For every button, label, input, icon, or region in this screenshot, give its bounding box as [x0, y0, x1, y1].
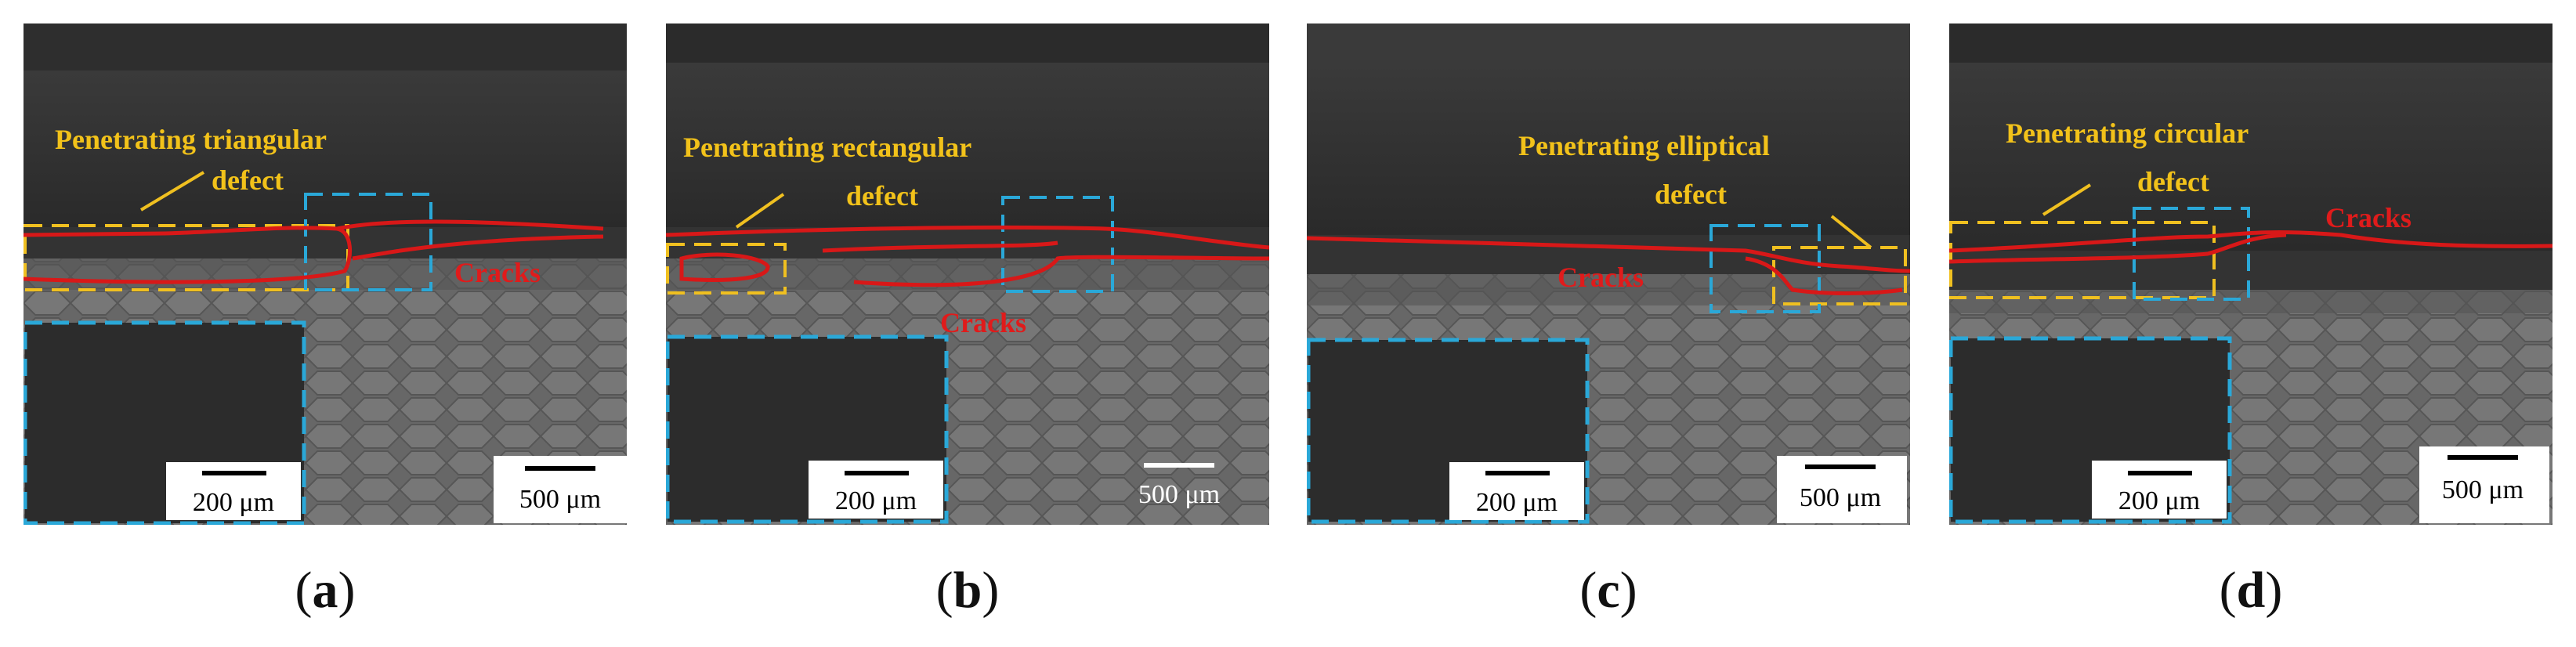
arrow-icon: [735, 193, 785, 229]
defect-label-line2: defect: [212, 164, 284, 196]
defect-label-line1: Penetrating triangular: [55, 124, 327, 155]
panel-c: Penetrating elliptical defect Cracks 200…: [1307, 23, 1910, 525]
inset-box: [666, 334, 949, 524]
caption-c: (c): [1579, 562, 1637, 619]
inset-scale-label: 200 μm: [2118, 486, 2200, 515]
arrow-icon: [139, 171, 205, 211]
inset-scale-label: 200 μm: [193, 488, 274, 517]
main-scale-label: 500 μm: [2442, 475, 2524, 504]
defect-box: [666, 243, 787, 295]
cracks-label: Cracks: [2325, 202, 2411, 233]
inset-box: [1949, 336, 2232, 524]
panel-a: Penetrating triangular defect Cracks 200…: [24, 23, 627, 525]
defect-box: [1772, 246, 1907, 305]
crack-line: [24, 226, 353, 284]
defect-label-line1: Penetrating circular: [2006, 117, 2249, 149]
panel-d: Penetrating circular defect Cracks 200 μ…: [1949, 23, 2552, 525]
caption-d: (d): [2219, 562, 2283, 619]
caption-b: (b): [935, 562, 1000, 619]
inset-scale-box: [2092, 461, 2227, 519]
inset-box: [1307, 338, 1590, 524]
cracks-label: Cracks: [940, 307, 1026, 338]
zoom-region-box: [304, 193, 432, 291]
cracks-label: Cracks: [454, 257, 541, 288]
arrow-icon: [2042, 183, 2092, 216]
main-scale-label: 500 μm: [519, 485, 601, 514]
inset-box: [24, 320, 306, 525]
cracks-label: Cracks: [1558, 262, 1644, 293]
caption-a: (a): [295, 562, 356, 619]
zoom-region-box: [2133, 207, 2250, 301]
inset-scale-box: [809, 461, 943, 519]
panel-b: Penetrating rectangular defect Cracks 20…: [666, 23, 1269, 525]
inset-scale-label: 200 μm: [835, 486, 917, 515]
zoom-region-box: [1709, 224, 1821, 313]
arrow-icon: [1830, 215, 1872, 249]
crack-line: [1307, 236, 1910, 273]
sem-image-b: Penetrating rectangular defect Cracks 20…: [666, 23, 1269, 525]
main-scale-label: 500 μm: [1138, 480, 1220, 509]
crack-line: [1949, 230, 2552, 253]
defect-label-line2: defect: [2137, 166, 2209, 197]
defect-label-line2: defect: [1655, 179, 1727, 210]
defect-label-line1: Penetrating elliptical: [1518, 130, 1770, 161]
crack-line: [666, 225, 1269, 250]
defect-label-line2: defect: [846, 180, 918, 211]
main-scale-label: 500 μm: [1800, 483, 1881, 512]
sem-image-c: Penetrating elliptical defect Cracks 200…: [1307, 23, 1910, 525]
defect-label-line1: Penetrating rectangular: [683, 132, 971, 163]
sem-image-a: Penetrating triangular defect Cracks 200…: [24, 23, 627, 525]
inset-scale-label: 200 μm: [1476, 488, 1558, 517]
sem-image-d: Penetrating circular defect Cracks 200 μ…: [1949, 23, 2552, 525]
